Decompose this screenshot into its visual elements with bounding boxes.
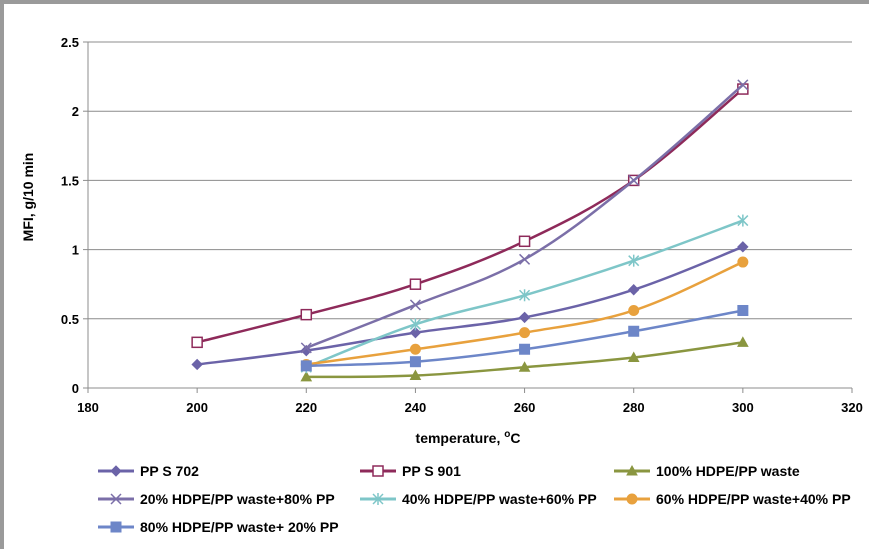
frame-top-border [0, 0, 869, 4]
data-point [628, 174, 640, 186]
data-point [409, 278, 422, 290]
data-point [737, 79, 749, 91]
x-tick-label: 200 [186, 400, 208, 415]
legend-marker [626, 493, 638, 505]
data-point [300, 308, 313, 321]
legend-label: 40% HDPE/PP waste+60% PP [402, 491, 597, 507]
data-point [409, 318, 421, 331]
y-tick-label: 0.5 [61, 312, 79, 327]
data-point [737, 214, 749, 227]
data-point [737, 241, 749, 253]
series-line [196, 245, 744, 366]
data-point [518, 311, 531, 324]
data-point [409, 369, 422, 381]
series-3 [300, 336, 749, 382]
data-point [519, 253, 531, 265]
data-point [191, 336, 203, 349]
series-1 [191, 241, 749, 371]
y-tick-label: 0 [72, 381, 79, 396]
data-point [409, 343, 421, 355]
data-point [737, 304, 749, 316]
legend-item: PP S 901 [360, 463, 461, 479]
series-group [191, 79, 749, 382]
legend-marker [110, 521, 122, 533]
y-tick-label: 1 [72, 243, 79, 258]
legend-label: PP S 702 [140, 463, 199, 479]
legend-marker [372, 465, 384, 477]
x-tick-label: 220 [295, 400, 317, 415]
legend-marker [110, 465, 122, 477]
data-point [409, 326, 422, 339]
data-point-stroke [519, 253, 531, 265]
legend-label: 60% HDPE/PP waste+40% PP [656, 491, 851, 507]
x-axis-title-main: temperature, [416, 430, 505, 446]
legend-item: PP S 702 [98, 463, 199, 479]
gridlines [83, 41, 852, 389]
y-tick-label: 2.5 [61, 35, 79, 50]
legend-marker [110, 493, 122, 505]
x-tick-label: 320 [841, 400, 863, 415]
legend-label: 100% HDPE/PP waste [656, 463, 800, 479]
y-tick-labels: 0 0.5 1 1.5 2 2.5 [61, 35, 79, 396]
data-point [627, 351, 640, 363]
data-point [628, 325, 640, 337]
x-axis-title-unit: C [510, 430, 520, 446]
y-axis-title: MFI, g/10 min [20, 153, 36, 242]
x-tick-label: 300 [732, 400, 754, 415]
legend-item: 60% HDPE/PP waste+40% PP [614, 491, 851, 507]
data-point-stroke [628, 174, 640, 186]
series-line [196, 88, 744, 344]
data-point-stroke [409, 299, 421, 311]
data-point [628, 304, 640, 316]
data-point [519, 327, 531, 339]
legend-item: 80% HDPE/PP waste+ 20% PP [98, 519, 339, 535]
data-point [409, 356, 421, 368]
data-point [300, 370, 313, 382]
legend-item: 100% HDPE/PP waste [614, 463, 800, 479]
data-point [737, 336, 749, 347]
legend-marker [372, 493, 384, 505]
legend-label: 80% HDPE/PP waste+ 20% PP [140, 519, 339, 535]
x-tick-label: 280 [623, 400, 645, 415]
data-point [737, 256, 749, 268]
legend-item: 40% HDPE/PP waste+60% PP [360, 491, 597, 507]
data-point [628, 284, 640, 296]
series-2 [191, 83, 749, 349]
data-point [191, 358, 203, 371]
data-point-stroke [737, 79, 749, 91]
series-7 [300, 304, 749, 372]
data-point [300, 342, 312, 354]
axes [87, 42, 853, 393]
legend-label: 20% HDPE/PP waste+80% PP [140, 491, 335, 507]
x-axis-title-degree: o [504, 429, 510, 440]
x-tick-label: 260 [514, 400, 536, 415]
y-tick-label: 2 [72, 104, 79, 119]
y-tick-label: 1.5 [61, 173, 79, 188]
legend-label: PP S 901 [402, 463, 461, 479]
frame-left-border [0, 0, 4, 549]
data-point [519, 289, 531, 302]
x-tick-label: 180 [77, 400, 99, 415]
legend-item: 20% HDPE/PP waste+80% PP [98, 491, 335, 507]
data-point [519, 343, 531, 355]
data-point [628, 254, 640, 267]
data-point [518, 235, 531, 248]
data-point [300, 360, 312, 372]
legend-marker [626, 464, 638, 476]
x-tick-labels: 180 200 220 240 260 280 300 320 [77, 400, 863, 415]
data-point-stroke [300, 342, 312, 354]
x-tick-label: 240 [405, 400, 427, 415]
x-axis-title: temperature, oC [416, 429, 521, 446]
series-line [305, 83, 744, 350]
legend: PP S 702 PP S 901 100% HDPE/PP waste 20% HD… [98, 463, 851, 535]
data-point [518, 361, 531, 372]
legend-marker-stroke [110, 493, 122, 505]
series-4 [300, 79, 749, 354]
data-point [409, 299, 421, 311]
